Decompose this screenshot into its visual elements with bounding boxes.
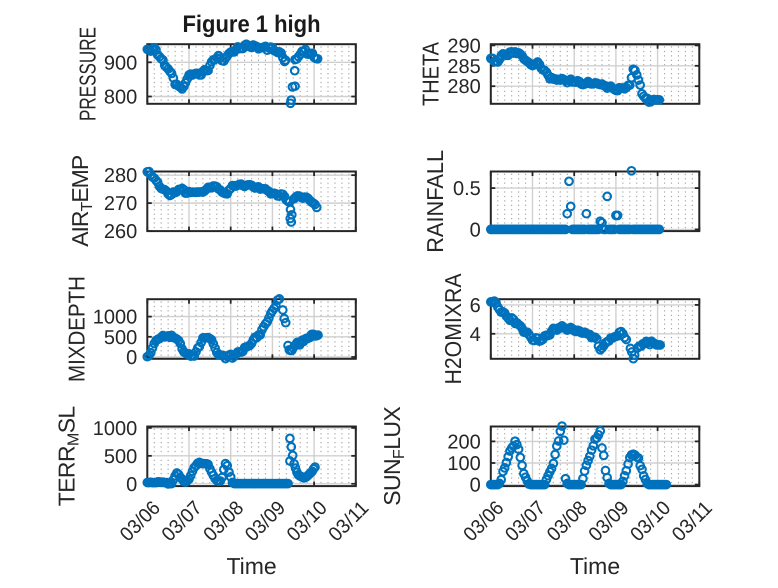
svg-text:PRESSURE: PRESSURE	[75, 27, 101, 121]
svg-text:270: 270	[104, 193, 137, 215]
svg-text:Time: Time	[226, 553, 276, 579]
svg-text:THETA: THETA	[418, 41, 444, 106]
svg-text:Time: Time	[570, 553, 620, 579]
svg-text:1000: 1000	[93, 418, 138, 440]
svg-text:0: 0	[126, 474, 137, 496]
svg-text:0: 0	[470, 219, 481, 241]
svg-text:200: 200	[447, 431, 480, 453]
svg-text:Figure 1 high: Figure 1 high	[183, 11, 321, 38]
svg-text:280: 280	[447, 76, 480, 98]
svg-text:290: 290	[447, 35, 480, 57]
svg-text:AIRTEMP: AIRTEMP	[67, 155, 96, 247]
svg-text:0: 0	[126, 347, 137, 369]
svg-text:TERRMSL: TERRMSL	[54, 406, 83, 507]
svg-text:4: 4	[470, 324, 481, 346]
svg-text:RAINFALL: RAINFALL	[422, 150, 448, 253]
svg-text:SUNFLUX: SUNFLUX	[379, 407, 408, 506]
svg-text:800: 800	[104, 87, 137, 109]
svg-text:900: 900	[104, 52, 137, 74]
svg-text:0.5: 0.5	[453, 178, 481, 200]
svg-text:285: 285	[447, 56, 480, 78]
svg-text:H2OMIXRA: H2OMIXRA	[440, 273, 466, 385]
svg-text:6: 6	[470, 295, 481, 317]
svg-text:0: 0	[470, 475, 481, 497]
svg-text:280: 280	[104, 165, 137, 187]
svg-text:1000: 1000	[93, 307, 138, 329]
svg-text:260: 260	[104, 221, 137, 243]
svg-text:500: 500	[104, 327, 137, 349]
svg-text:500: 500	[104, 446, 137, 468]
svg-text:MIXDEPTH: MIXDEPTH	[63, 276, 89, 382]
svg-text:100: 100	[447, 453, 480, 475]
